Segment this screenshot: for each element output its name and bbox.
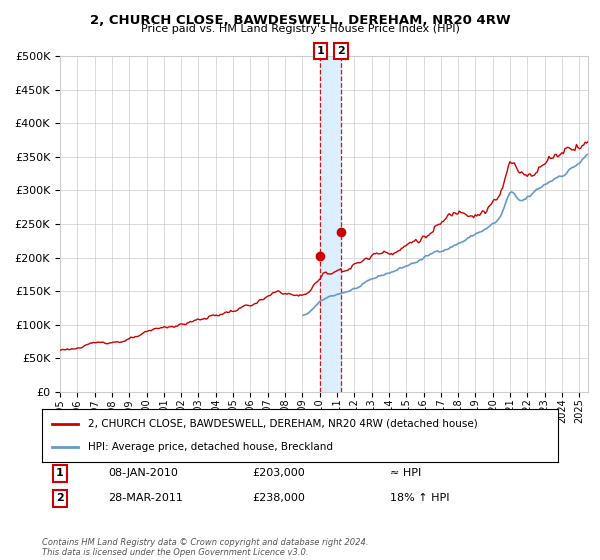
Text: 1: 1 — [56, 468, 64, 478]
Text: Price paid vs. HM Land Registry's House Price Index (HPI): Price paid vs. HM Land Registry's House … — [140, 24, 460, 34]
Text: 2: 2 — [337, 46, 345, 56]
Text: 2, CHURCH CLOSE, BAWDESWELL, DEREHAM, NR20 4RW: 2, CHURCH CLOSE, BAWDESWELL, DEREHAM, NR… — [89, 14, 511, 27]
Text: ≈ HPI: ≈ HPI — [390, 468, 421, 478]
Text: Contains HM Land Registry data © Crown copyright and database right 2024.
This d: Contains HM Land Registry data © Crown c… — [42, 538, 368, 557]
Text: 28-MAR-2011: 28-MAR-2011 — [108, 493, 183, 503]
Text: £238,000: £238,000 — [252, 493, 305, 503]
Text: 08-JAN-2010: 08-JAN-2010 — [108, 468, 178, 478]
Text: £203,000: £203,000 — [252, 468, 305, 478]
Text: HPI: Average price, detached house, Breckland: HPI: Average price, detached house, Brec… — [88, 442, 334, 452]
Text: 18% ↑ HPI: 18% ↑ HPI — [390, 493, 449, 503]
Text: 1: 1 — [316, 46, 324, 56]
Bar — [320, 56, 341, 392]
Text: 2, CHURCH CLOSE, BAWDESWELL, DEREHAM, NR20 4RW (detached house): 2, CHURCH CLOSE, BAWDESWELL, DEREHAM, NR… — [88, 419, 478, 429]
Text: 2: 2 — [56, 493, 64, 503]
